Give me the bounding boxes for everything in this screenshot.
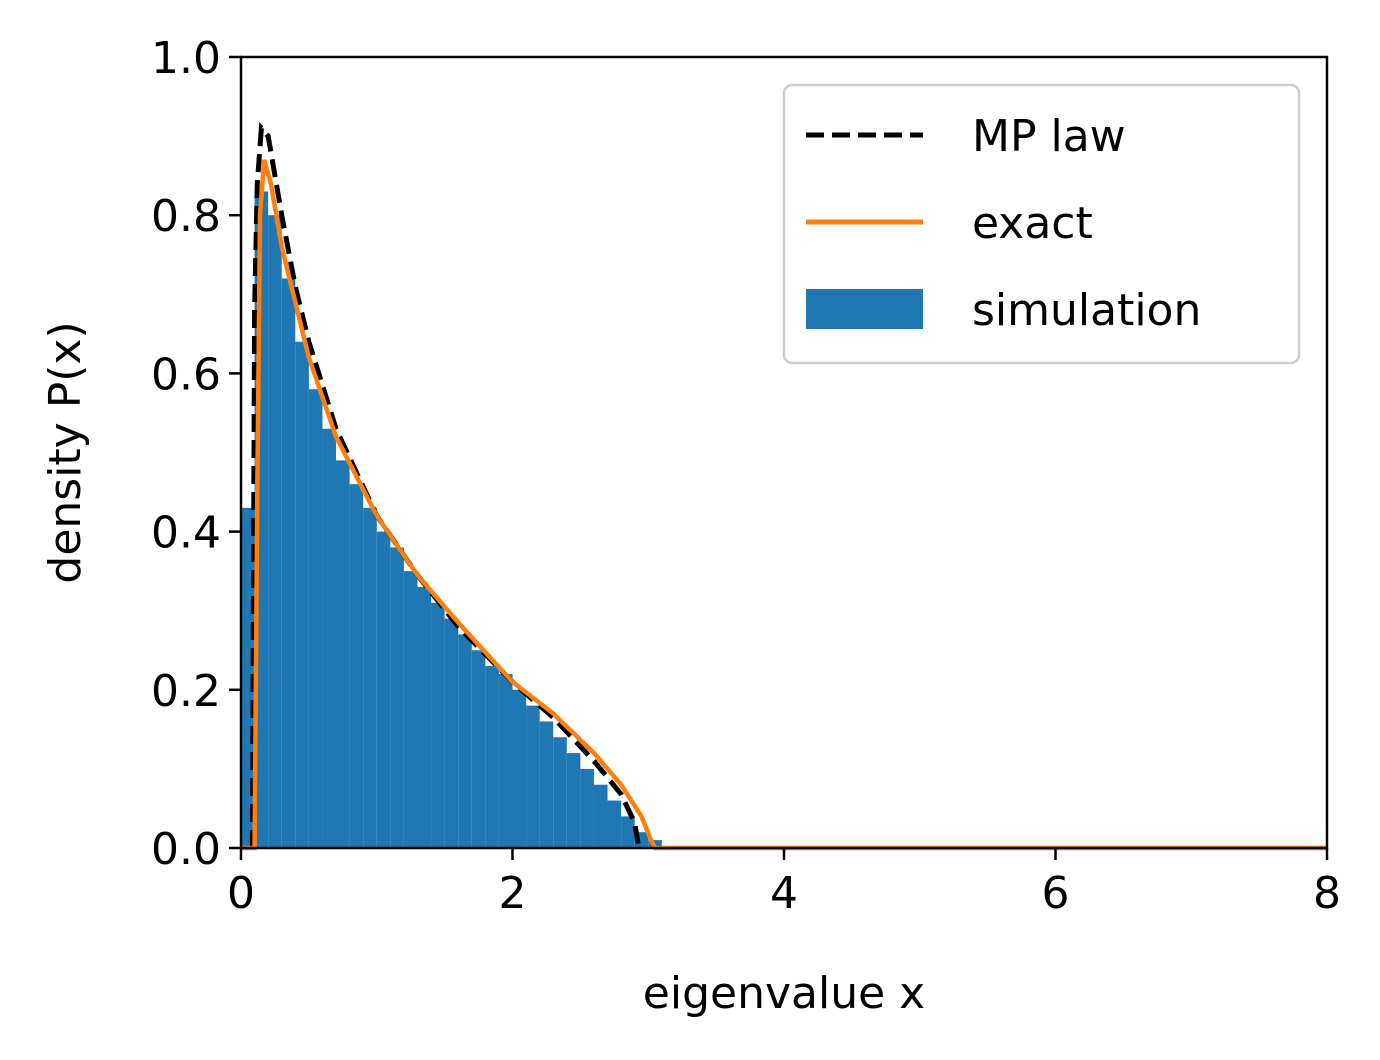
legend-label: MP law	[972, 111, 1126, 162]
histogram-bar	[512, 689, 527, 848]
histogram-bar	[376, 531, 391, 848]
histogram-bar	[390, 547, 404, 848]
histogram-bar	[458, 634, 472, 848]
legend-swatch	[806, 289, 923, 329]
histogram-bar	[403, 571, 418, 848]
histogram-bar	[322, 428, 337, 848]
histogram-bar	[336, 460, 350, 848]
x-tick-label: 0	[227, 868, 255, 919]
histogram-bar	[363, 507, 377, 848]
x-tick-label: 8	[1313, 868, 1341, 919]
x-axis-label: eigenvalue x	[643, 968, 925, 1019]
x-tick-label: 4	[770, 868, 798, 919]
histogram-bar	[526, 705, 540, 848]
histogram-bar	[566, 753, 581, 848]
histogram-bar	[417, 586, 432, 848]
histogram-bar	[593, 784, 608, 848]
line	[241, 159, 1327, 851]
histogram-bar	[580, 768, 594, 848]
histogram-bar	[539, 721, 554, 848]
histogram-bar	[498, 673, 513, 848]
y-tick-label: 0.8	[151, 191, 221, 242]
histogram-bar	[295, 341, 309, 848]
histogram-bar	[607, 800, 622, 848]
histogram-bar	[349, 484, 364, 848]
histogram-bar	[471, 650, 486, 848]
y-tick-label: 0.0	[151, 824, 221, 875]
histogram-bar	[281, 278, 296, 849]
y-tick-label: 0.4	[151, 508, 221, 559]
histogram-bar	[553, 737, 567, 848]
x-tick-label: 6	[1042, 868, 1070, 919]
legend-label: exact	[972, 198, 1093, 249]
y-tick-label: 1.0	[151, 33, 221, 84]
y-axis-label: density P(x)	[40, 321, 91, 583]
histogram-bar	[308, 389, 323, 848]
histogram-bar	[268, 215, 282, 848]
legend-label: simulation	[972, 285, 1201, 336]
histogram-bar	[485, 666, 499, 848]
histogram-bar	[621, 816, 635, 848]
histogram-bar	[431, 602, 445, 848]
x-tick-label: 2	[499, 868, 527, 919]
y-tick-label: 0.2	[151, 666, 221, 717]
y-tick-label: 0.6	[151, 349, 221, 400]
histogram-bar	[444, 618, 459, 848]
